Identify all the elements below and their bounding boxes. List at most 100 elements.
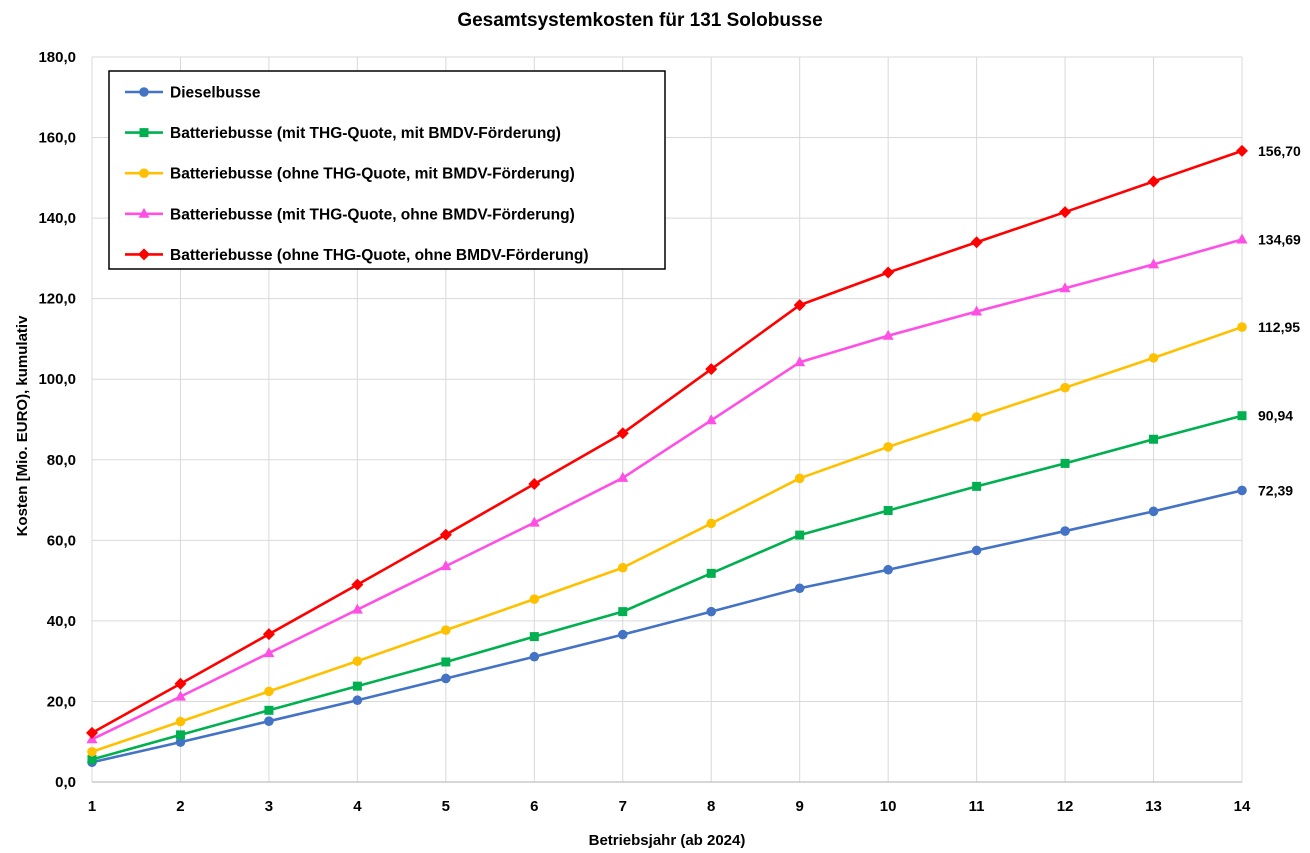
series-line — [91, 414, 1243, 761]
data-point — [706, 606, 717, 617]
data-point — [882, 266, 895, 279]
data-point — [87, 746, 97, 757]
data-point — [883, 442, 893, 452]
x-tick-label: 9 — [796, 798, 804, 815]
data-point — [264, 705, 274, 715]
data-point — [175, 737, 186, 747]
data-point — [617, 629, 628, 640]
data-point — [794, 583, 805, 594]
data-point — [883, 506, 893, 516]
y-tick-label: 160,0 — [38, 130, 76, 147]
data-point — [441, 673, 451, 684]
legend-entry: Batteriebusse (ohne THG-Quote, ohne BMDV… — [125, 247, 589, 264]
data-point — [264, 716, 274, 726]
series-5 — [86, 144, 1248, 739]
data-point — [1148, 258, 1160, 269]
data-point — [86, 726, 98, 739]
legend-entry: Batteriebusse (ohne THG-Quote, mit BMDV-… — [125, 166, 575, 183]
data-point — [971, 412, 982, 422]
series-line — [91, 325, 1243, 754]
data-point — [795, 530, 805, 540]
x-tick-label: 10 — [880, 798, 897, 815]
data-point — [1059, 282, 1071, 293]
data-point — [175, 716, 186, 727]
data-point — [618, 607, 628, 617]
data-point — [529, 651, 540, 662]
data-point — [1148, 353, 1159, 363]
chart-title: Gesamtsystemkosten für 131 Solobusse — [457, 10, 822, 31]
data-point — [971, 305, 983, 316]
series-3 — [87, 322, 1247, 757]
data-point — [1060, 458, 1070, 468]
data-point — [440, 560, 452, 571]
series-1 — [87, 485, 1247, 768]
end-value-label: 134,69 — [1258, 231, 1301, 247]
data-point — [706, 518, 717, 529]
data-point — [1148, 506, 1159, 517]
data-point — [174, 677, 187, 690]
series-line — [91, 149, 1243, 734]
legend-label: Batteriebusse (mit THG-Quote, mit BMDV-F… — [170, 125, 561, 142]
end-value-label: 156,70 — [1258, 143, 1301, 159]
data-point — [1237, 322, 1247, 332]
data-point — [439, 528, 452, 541]
data-point — [175, 730, 185, 740]
data-point — [794, 473, 805, 484]
data-point — [262, 628, 275, 641]
y-tick-label: 120,0 — [38, 291, 76, 308]
data-point — [794, 356, 806, 367]
legend-box — [108, 70, 666, 270]
x-tick-label: 1 — [88, 798, 96, 815]
data-point — [1236, 233, 1248, 244]
data-point — [352, 656, 363, 666]
end-labels: 72,39 90,94 112,95 134,69 156,70 — [1258, 143, 1301, 499]
data-point — [441, 625, 451, 635]
data-point — [793, 299, 806, 312]
series-4 — [86, 233, 1248, 744]
data-point — [706, 568, 716, 578]
legend-label: Batteriebusse (mit THG-Quote, ohne BMDV-… — [170, 206, 575, 223]
legend-label: Dieselbusse — [170, 85, 261, 102]
data-point — [971, 545, 982, 556]
data-point — [1149, 434, 1159, 444]
data-point — [529, 632, 539, 642]
legend-label: Batteriebusse (ohne THG-Quote, mit BMDV-… — [170, 166, 575, 183]
y-tick-label: 140,0 — [38, 210, 76, 227]
end-value-label: 72,39 — [1258, 482, 1293, 498]
series-layer — [86, 144, 1248, 768]
data-point — [1147, 175, 1160, 188]
data-point — [882, 329, 894, 340]
x-tick-label: 14 — [1234, 798, 1251, 815]
y-tick-label: 0,0 — [55, 774, 76, 791]
x-tick-label: 3 — [265, 798, 273, 815]
y-tick-label: 80,0 — [47, 452, 76, 469]
data-point — [263, 647, 275, 658]
data-point — [351, 603, 363, 614]
data-point — [970, 236, 983, 249]
data-point — [264, 686, 274, 697]
data-point — [705, 363, 718, 376]
data-point — [1060, 526, 1070, 536]
legend-marker — [138, 207, 150, 218]
legend-label: Batteriebusse (ohne THG-Quote, ohne BMDV… — [170, 247, 589, 264]
legend-marker — [139, 87, 149, 97]
y-tick-label: 180,0 — [38, 49, 76, 66]
x-tick-label: 12 — [1057, 798, 1074, 815]
data-point — [1237, 485, 1247, 496]
series-2 — [87, 411, 1247, 764]
x-axis-label: Betriebsjahr (ab 2024) — [589, 832, 746, 849]
x-tick-label: 8 — [707, 798, 715, 815]
series-line — [91, 238, 1243, 741]
x-tick-label: 13 — [1145, 798, 1162, 815]
x-tick-label: 7 — [619, 798, 627, 815]
y-tick-label: 60,0 — [47, 532, 76, 549]
data-point — [617, 562, 628, 573]
data-point — [351, 578, 364, 591]
series-line — [91, 489, 1243, 764]
y-tick-label: 40,0 — [47, 613, 76, 630]
legend: Dieselbusse Batteriebusse (mit THG-Quote,… — [108, 70, 666, 270]
legend-entry: Batteriebusse (mit THG-Quote, mit BMDV-F… — [125, 125, 561, 142]
data-point — [528, 516, 540, 527]
end-value-label: 112,95 — [1258, 319, 1300, 335]
